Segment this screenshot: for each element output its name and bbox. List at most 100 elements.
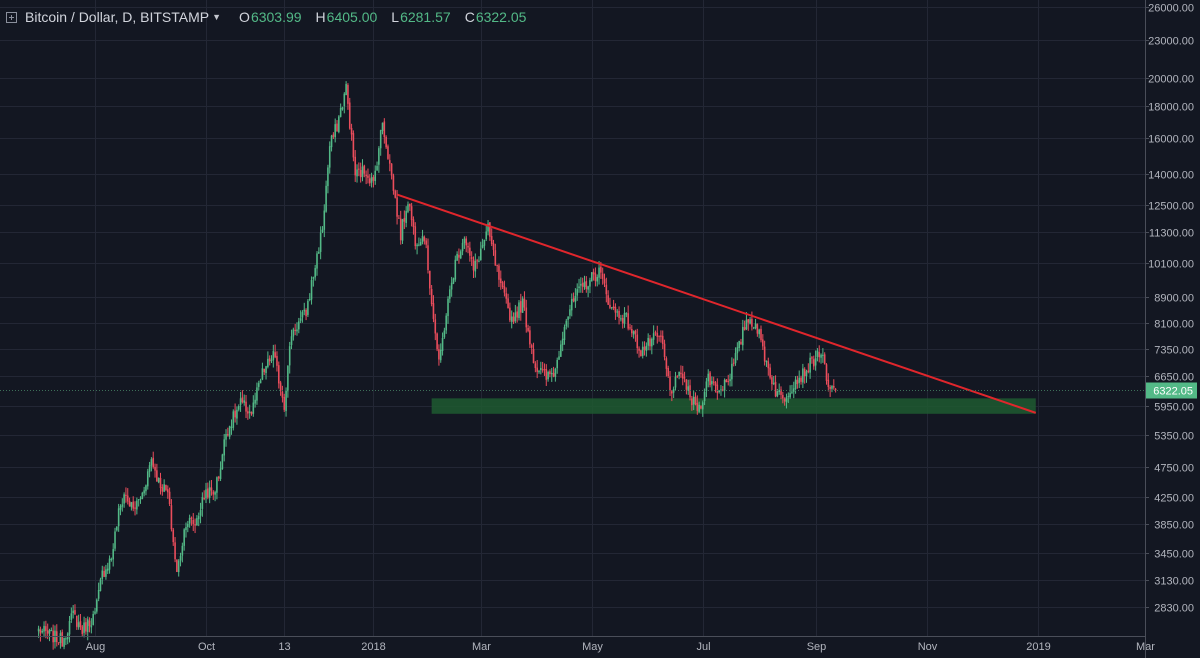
candle-body: [494, 250, 497, 266]
candle: [483, 239, 486, 251]
candle: [412, 216, 415, 235]
candle: [310, 276, 313, 305]
candle-body: [81, 626, 84, 634]
candle: [254, 392, 256, 408]
candle: [48, 628, 51, 642]
candle: [409, 203, 411, 211]
candle-body: [79, 621, 82, 627]
candle-body: [692, 396, 695, 405]
candle: [765, 360, 768, 367]
candle-body: [243, 400, 246, 403]
candle: [159, 472, 162, 495]
candle-body: [347, 85, 349, 104]
candle: [141, 491, 144, 500]
candle-body: [803, 368, 806, 377]
candle-body: [196, 518, 198, 526]
candle: [143, 486, 145, 497]
candle: [367, 168, 369, 184]
candle: [392, 173, 395, 195]
candle-body: [387, 146, 389, 159]
candle-body: [74, 610, 76, 615]
candle: [441, 332, 444, 356]
candle: [419, 238, 422, 246]
candle-body: [254, 399, 256, 404]
candle: [827, 373, 830, 392]
candle-body: [385, 137, 387, 148]
candle: [106, 562, 109, 575]
candle-body: [676, 375, 679, 377]
candle-body: [785, 397, 788, 402]
candle-body: [796, 379, 799, 385]
caret-down-icon[interactable]: ▼: [212, 12, 222, 22]
candle: [234, 403, 236, 423]
candle-body: [250, 412, 253, 415]
candle-body: [379, 130, 382, 149]
candle-body: [61, 631, 64, 647]
candle-body: [396, 197, 398, 217]
candle: [738, 340, 740, 352]
candle-body: [574, 295, 577, 303]
candle: [66, 632, 69, 645]
descending-trendline[interactable]: [396, 193, 1037, 414]
candle-body: [600, 266, 602, 273]
candle: [114, 527, 116, 552]
candle: [348, 97, 351, 130]
candle-body: [223, 439, 225, 456]
candle: [614, 303, 617, 320]
candle-body: [641, 346, 644, 356]
candle: [492, 239, 495, 256]
candle: [529, 326, 531, 349]
candle: [117, 503, 120, 532]
candle: [343, 92, 346, 114]
candle: [572, 292, 575, 303]
candle-body: [816, 350, 819, 357]
candle: [276, 351, 278, 372]
candle: [805, 369, 808, 383]
candle: [547, 370, 549, 382]
candle: [660, 330, 662, 343]
candle: [631, 325, 633, 338]
candle-body: [472, 259, 475, 271]
candle-body: [63, 637, 65, 647]
candle-body: [470, 257, 473, 259]
candle-body: [45, 626, 47, 631]
candle: [696, 395, 699, 415]
candle-body: [441, 337, 444, 351]
candle-body: [590, 272, 593, 282]
candle-body: [623, 312, 626, 324]
candle-body: [148, 465, 151, 472]
candle-body: [123, 494, 125, 504]
candle-body: [605, 284, 608, 295]
candle-body: [425, 240, 427, 245]
candle: [227, 427, 229, 437]
candle: [667, 365, 669, 378]
candle: [205, 482, 207, 503]
symbol-title[interactable]: Bitcoin / Dollar, D, BITSTAMP: [25, 9, 210, 25]
x-tick-label: 2019: [1026, 641, 1050, 653]
candle: [378, 146, 380, 173]
candle-body: [41, 630, 44, 633]
candle: [116, 526, 118, 532]
candle-body: [65, 638, 67, 640]
candle-body: [59, 633, 62, 644]
candle-body: [152, 457, 155, 468]
candle: [277, 361, 280, 389]
candle-body: [834, 388, 837, 390]
candle: [527, 324, 529, 333]
candle: [452, 277, 455, 285]
candle: [769, 363, 771, 380]
y-tick-label: 11300.00: [1149, 228, 1194, 240]
candle: [110, 557, 113, 562]
candle: [476, 258, 478, 269]
y-tick-label: 8100.00: [1154, 319, 1194, 331]
candle-body: [631, 329, 633, 334]
y-tick-label: 23000.00: [1148, 36, 1194, 48]
expand-icon[interactable]: [6, 11, 17, 23]
candle: [594, 267, 597, 287]
candle-body: [259, 380, 262, 384]
candle: [376, 161, 378, 171]
candle-body: [350, 128, 353, 135]
candle: [632, 330, 635, 339]
candle: [718, 389, 720, 394]
